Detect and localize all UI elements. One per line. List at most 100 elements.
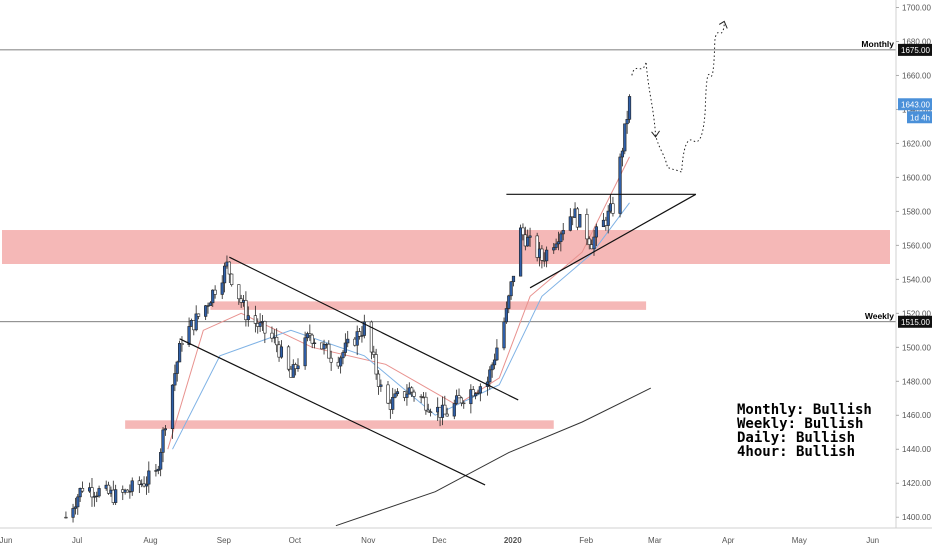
level-price-tag-label: 1515.00 xyxy=(901,318,930,327)
level-label: Monthly xyxy=(861,39,894,49)
projection-path xyxy=(631,20,728,174)
price-tick-label: 1500.00 xyxy=(902,343,931,352)
candle-body xyxy=(587,238,591,245)
bias-annotation: Monthly: Bullish Weekly: Bullish Daily: … xyxy=(737,402,872,460)
candle-body xyxy=(286,346,291,370)
candle-body xyxy=(178,343,182,363)
time-tick-label: 2020 xyxy=(504,536,522,545)
time-tick-label: Apr xyxy=(722,536,735,545)
candle-body xyxy=(204,305,208,317)
level-price-tag xyxy=(898,43,932,56)
candle-body xyxy=(476,392,480,395)
candle-body xyxy=(457,395,461,399)
price-tick-label: 1660.00 xyxy=(902,71,931,80)
candle-body xyxy=(159,452,163,470)
price-tags: 1675.00 1515.00 1643.00 1d 4h xyxy=(898,43,932,328)
candle-body xyxy=(502,321,506,349)
time-axis[interactable]: Jun Jul Aug Sep Oct Nov Dec 2020 Feb Mar Apr May Jun xyxy=(0,527,932,545)
candle-body xyxy=(386,384,390,404)
candle-body xyxy=(611,203,615,214)
monthly-bias-text: Monthly: Bullish xyxy=(737,402,872,418)
candle-body xyxy=(114,489,118,503)
candle-body xyxy=(473,393,478,397)
candle-body xyxy=(78,488,82,498)
candle-body xyxy=(443,404,447,415)
time-tick-label: May xyxy=(792,536,807,545)
candle-body xyxy=(554,243,558,248)
zone-rect xyxy=(2,230,890,264)
candle-body xyxy=(592,236,596,250)
candle-body xyxy=(180,343,184,345)
time-tick-label: Feb xyxy=(579,536,593,545)
candle-body xyxy=(130,480,134,492)
candle-body xyxy=(455,395,459,404)
candle-body xyxy=(196,313,201,317)
candle-body xyxy=(445,413,449,417)
moving-average-line xyxy=(172,202,630,450)
candle-body xyxy=(429,411,433,413)
candle-body xyxy=(535,235,539,258)
candle-body xyxy=(106,484,111,494)
moving-average-line xyxy=(335,387,652,527)
candle-body xyxy=(606,210,610,226)
candle-body xyxy=(469,389,473,405)
level-price-tag xyxy=(898,315,932,328)
candle-body xyxy=(175,361,179,374)
candle-body xyxy=(147,470,151,485)
candle-body xyxy=(76,496,80,508)
price-tick-label: 1440.00 xyxy=(902,445,931,454)
price-tick-label: 1400.00 xyxy=(902,513,931,522)
candle-body xyxy=(518,227,523,277)
time-tick-label: Aug xyxy=(143,536,157,545)
candle-body xyxy=(246,315,250,321)
candle-body xyxy=(80,488,85,492)
candle-body xyxy=(521,227,525,236)
candle-body xyxy=(296,365,300,369)
candle-body xyxy=(327,343,331,359)
candle-body xyxy=(374,354,378,375)
candle-body xyxy=(507,295,511,309)
candle-body xyxy=(71,508,75,518)
price-tick-label: 1680.00 xyxy=(902,37,931,46)
daily-bias-text: Daily: Bullish xyxy=(737,430,855,446)
candle-body xyxy=(471,389,475,397)
price-tick-label: 1700.00 xyxy=(902,3,931,12)
candle-body xyxy=(213,289,217,295)
candle-body xyxy=(490,364,494,371)
candle-body xyxy=(291,364,295,378)
candle-body xyxy=(194,313,198,331)
candle-body xyxy=(187,326,191,345)
time-tick-label: Sep xyxy=(217,536,232,545)
time-tick-label: Jun xyxy=(866,536,879,545)
time-tick-label: Dec xyxy=(432,536,446,545)
candle-body xyxy=(208,302,212,306)
candle-body xyxy=(509,281,513,297)
price-tick-label: 1480.00 xyxy=(902,377,931,386)
level-price-tag-label: 1675.00 xyxy=(901,46,930,55)
candle-body xyxy=(303,337,307,367)
zone-rect xyxy=(210,301,647,310)
price-tick-label: 1600.00 xyxy=(902,173,931,182)
candle-body xyxy=(410,387,414,393)
candle-body xyxy=(144,483,149,487)
candle-body xyxy=(495,347,499,361)
candle-body xyxy=(578,214,582,228)
candlestick-series xyxy=(64,94,632,523)
candle-body xyxy=(310,334,314,344)
candle-body xyxy=(90,487,94,498)
time-tick-label: Jun xyxy=(0,536,12,545)
candle-body xyxy=(511,275,516,283)
level-label: Weekly xyxy=(865,311,894,321)
candle-body xyxy=(568,216,572,231)
price-tick-label: 1460.00 xyxy=(902,411,931,420)
moving-average-line xyxy=(167,156,630,450)
supply-demand-zones xyxy=(2,230,890,429)
moving-averages xyxy=(167,156,652,527)
projection-arrowhead xyxy=(718,20,728,29)
candle-body xyxy=(253,315,257,324)
channel-upper-line xyxy=(229,256,519,401)
candle-body xyxy=(206,305,210,307)
candle-body xyxy=(275,336,279,346)
candle-body xyxy=(526,237,530,247)
